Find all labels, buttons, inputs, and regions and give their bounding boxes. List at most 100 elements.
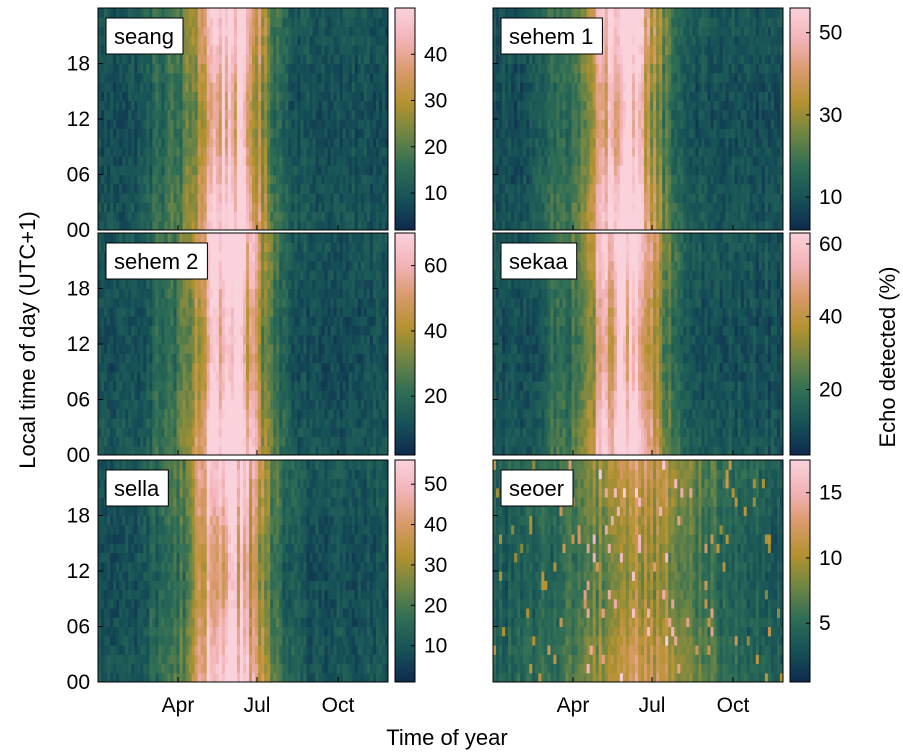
heatmap-cell [595,202,600,213]
heatmap-cell [616,119,621,129]
heatmap-cell [505,8,509,18]
heatmap-cell [553,165,558,176]
heatmap-cell [571,165,576,176]
heatmap-cell [677,26,681,37]
heatmap-cell [315,26,320,37]
heatmap-cell [773,54,778,65]
heatmap-cell [140,202,144,213]
heatmap-cell [523,82,527,92]
heatmap-cell [158,174,163,185]
heatmap-cell [598,119,603,129]
heatmap-cell [173,100,178,111]
heatmap-cell [625,165,630,176]
heatmap-cell [755,220,760,230]
heatmap-cell [719,8,724,18]
heatmap-cell [752,165,757,176]
heatmap-cell [613,119,618,129]
heatmap-cell [110,307,114,317]
heatmap-cell [264,183,268,194]
heatmap-cell [134,316,138,327]
heatmap-cell [270,146,274,157]
heatmap-cell [653,8,657,18]
heatmap-cell [321,109,326,120]
heatmap-cell [101,45,105,55]
heatmap-cell [98,307,102,317]
heatmap-cell [119,418,123,428]
heatmap-cell [583,137,588,148]
heatmap-cell [140,174,144,185]
heatmap-cell [384,146,388,157]
heatmap-cell [776,165,781,176]
heatmap-cell [170,165,175,176]
heatmap-cell [98,288,102,299]
heatmap-cell [625,193,630,203]
heatmap-cell [279,220,283,230]
heatmap-cell [716,220,721,230]
heatmap-cell [631,183,636,194]
heatmap-cell [577,128,582,139]
heatmap-cell [227,128,232,139]
heatmap-cell [197,54,202,65]
heatmap-cell [746,72,751,83]
heatmap-cell [638,72,642,83]
heatmap-cell [692,17,696,28]
heatmap-cell [315,119,320,129]
heatmap-cell [613,17,618,28]
heatmap-cell [601,91,606,102]
heatmap-cell [164,100,169,111]
heatmap-cell [544,100,548,111]
heatmap-cell [197,193,202,203]
heatmap-cell [544,220,548,230]
heatmap-cell [770,54,775,65]
heatmap-cell [104,72,108,83]
heatmap-cell [179,119,184,129]
heatmap-cell [493,17,497,28]
heatmap-cell [288,183,292,194]
heatmap-cell [761,35,766,46]
heatmap-cell [659,72,663,83]
heatmap-cell [737,174,742,185]
heatmap-cell [695,91,700,102]
heatmap-cell [662,137,666,148]
heatmap-cell [330,183,335,194]
heatmap-cell [779,146,783,157]
heatmap-cell [336,119,341,129]
heatmap-cell [122,325,126,336]
heatmap-cell [327,91,332,102]
heatmap-cell [252,17,256,28]
heatmap-cell [104,325,108,336]
heatmap-cell [363,100,368,111]
heatmap-cell [776,137,781,148]
heatmap-cell [212,72,217,83]
heatmap-cell [113,183,117,194]
heatmap-cell [294,183,298,194]
heatmap-cell [665,146,669,157]
heatmap-cell [722,220,727,230]
heatmap-cell [188,45,193,55]
heatmap-cell [653,109,657,120]
heatmap-cell [755,119,760,129]
heatmap-cell [348,35,353,46]
heatmap-cell [689,193,693,203]
heatmap-cell [252,8,256,18]
heatmap-cell [725,63,730,74]
heatmap-cell [218,220,223,230]
heatmap-cell [351,82,356,92]
heatmap-cell [577,220,582,230]
heatmap-cell [261,109,265,120]
heatmap-cell [116,316,120,327]
heatmap-cell [270,109,274,120]
heatmap-cell [770,165,775,176]
heatmap-cell [499,119,503,129]
heatmap-cell [580,146,585,157]
heatmap-cell [725,91,730,102]
heatmap-cell [565,72,570,83]
heatmap-cell [728,8,733,18]
heatmap-cell [224,91,229,102]
heatmap-cell [641,128,645,139]
heatmap-cell [321,100,326,111]
heatmap-cell [182,202,187,213]
heatmap-cell [369,91,374,102]
heatmap-cell [725,45,730,55]
heatmap-cell [333,146,338,157]
